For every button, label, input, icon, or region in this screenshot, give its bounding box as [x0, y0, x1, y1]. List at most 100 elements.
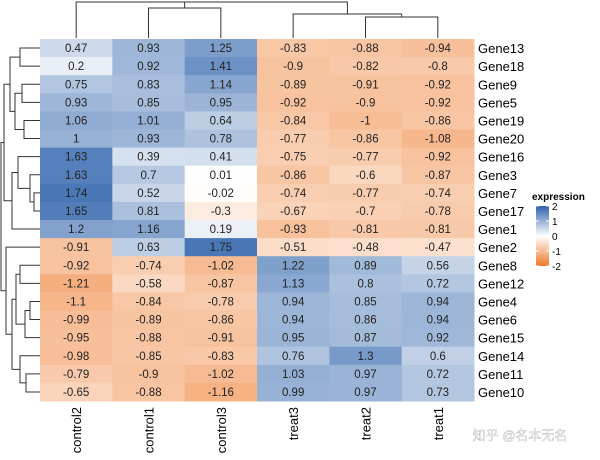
heatmap-cell	[329, 201, 403, 221]
cell-value: 0.95	[210, 97, 232, 109]
heatmap-cell	[112, 274, 186, 293]
heatmap-cell	[40, 346, 113, 366]
column-dendrogram-branch	[130, 1, 348, 14]
heatmap-cell	[329, 220, 403, 239]
heatmap-cell	[40, 75, 113, 94]
cell-value: -0.47	[425, 242, 451, 254]
heatmap-cell	[257, 256, 330, 275]
heatmap-cell	[329, 310, 403, 330]
cell-value: -0.58	[135, 278, 161, 290]
heatmap-cell	[329, 346, 403, 366]
row-dendrogram-branch	[5, 246, 40, 335]
cell-value: 0.87	[354, 333, 376, 345]
cell-value: -0.86	[425, 115, 451, 127]
heatmap-cell	[401, 292, 475, 311]
legend-tick-label: 0	[552, 232, 558, 243]
heatmap-cell	[257, 274, 330, 293]
heatmap-cell	[40, 220, 113, 239]
cell-value: -0.88	[135, 387, 161, 399]
heatmap-cell	[329, 93, 403, 112]
row-dendrogram-branch	[25, 373, 40, 393]
heatmap-cell	[40, 201, 113, 221]
cell-value: -0.88	[352, 43, 378, 55]
cell-value: -1.02	[208, 369, 234, 381]
column-label: treat3	[286, 407, 301, 440]
cell-value: 1.2	[68, 224, 84, 236]
cell-value: 1.63	[65, 170, 87, 182]
heatmap-cell	[40, 382, 113, 402]
cell-value: 0.92	[137, 61, 159, 73]
cell-value: -0.86	[208, 315, 234, 327]
heatmap-cell	[40, 111, 113, 130]
heatmap-cell	[112, 364, 186, 384]
heatmap-cell	[112, 256, 186, 275]
heatmap-cell	[112, 75, 186, 94]
row-label: Gene20	[478, 132, 524, 147]
heatmap-cell	[257, 201, 330, 221]
cell-value: -1.16	[208, 387, 234, 399]
row-label: Gene15	[478, 331, 524, 346]
cell-value: 1.74	[65, 188, 88, 200]
heatmap-cell	[112, 147, 186, 167]
legend-tick-label: -1	[552, 247, 561, 258]
heatmap-cell	[257, 382, 330, 402]
cell-value: -0.9	[283, 61, 303, 73]
heatmap-cell	[257, 75, 330, 94]
heatmap-cell	[112, 111, 186, 130]
cell-value: 0.2	[68, 61, 84, 73]
cell-value: -0.92	[425, 97, 451, 109]
cell-value: -0.89	[135, 315, 161, 327]
cell-value: 0.93	[137, 43, 159, 55]
cell-value: -0.67	[280, 206, 306, 218]
cell-value: 0.39	[137, 152, 159, 164]
heatmap-cell	[401, 274, 475, 293]
heatmap-cell	[184, 274, 258, 293]
cell-value: -1.1	[66, 296, 86, 308]
heatmap-cell	[401, 256, 475, 275]
cell-value: 0.56	[427, 260, 449, 272]
column-dendrogram-branch	[148, 7, 222, 38]
cell-value: -0.94	[425, 43, 452, 55]
cell-value: -0.8	[428, 61, 448, 73]
cell-value: 0.94	[282, 296, 305, 308]
cell-value: 0.47	[65, 43, 87, 55]
row-dendrogram-branch	[17, 156, 40, 189]
cell-value: -0.84	[280, 115, 307, 127]
cell-value: -0.78	[208, 296, 234, 308]
cell-value: -0.7	[356, 206, 376, 218]
cell-value: 0.6	[430, 351, 446, 363]
cell-value: -0.91	[63, 242, 89, 254]
heatmap-cell	[112, 183, 186, 203]
cell-value: -0.92	[280, 97, 306, 109]
cell-value: 0.19	[210, 224, 232, 236]
row-dendrogram-branch	[29, 300, 40, 321]
heatmap-cell	[40, 328, 113, 348]
row-label: Gene7	[478, 186, 517, 201]
cell-value: -0.98	[63, 351, 89, 363]
heatmap-cell	[257, 111, 330, 130]
heatmap-cell	[40, 183, 113, 203]
row-label: Gene1	[478, 222, 517, 237]
heatmap-cell	[257, 129, 330, 149]
heatmap-cell	[257, 346, 330, 366]
heatmap-cell	[401, 39, 475, 58]
cell-value: 0.52	[137, 188, 159, 200]
heatmap-cell	[40, 364, 113, 384]
heatmap-cell	[257, 328, 330, 348]
cell-value: -0.9	[356, 97, 376, 109]
cell-value: 0.83	[137, 79, 159, 91]
heatmap-cell	[329, 364, 403, 384]
heatmap-cell	[401, 364, 475, 384]
heatmap-cell	[257, 220, 330, 239]
cell-value: -0.81	[425, 224, 451, 236]
heatmap-cell	[329, 238, 403, 257]
heatmap-cell	[401, 129, 475, 149]
cell-value: 0.97	[354, 369, 376, 381]
row-dendrogram-branch	[29, 174, 40, 203]
heatmap-cell	[401, 165, 475, 185]
heatmap-cell	[257, 292, 330, 311]
row-label: Gene8	[478, 258, 517, 273]
row-dendrogram-branch	[19, 47, 40, 67]
row-dendrogram-branch	[21, 83, 40, 103]
heatmap-cell	[401, 220, 475, 239]
